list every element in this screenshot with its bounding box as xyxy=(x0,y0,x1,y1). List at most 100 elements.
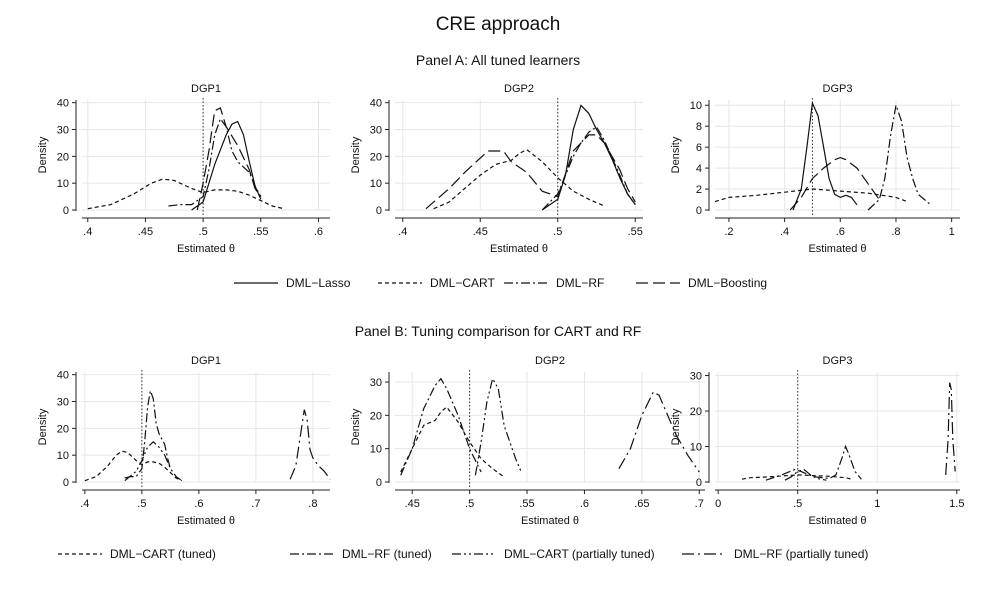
legend-label: DML−RF (tuned) xyxy=(342,547,432,561)
y-tick-label: 10 xyxy=(370,178,382,190)
series-line xyxy=(474,377,522,476)
y-tick-label: 10 xyxy=(690,442,702,454)
y-axis-label: Density xyxy=(350,136,362,173)
y-tick-label: 0 xyxy=(63,477,69,489)
y-tick-label: 0 xyxy=(63,205,69,217)
y-axis-label: Density xyxy=(670,408,682,445)
x-axis-label: Estimated θ xyxy=(490,243,548,255)
y-tick-label: 0 xyxy=(376,205,382,217)
x-tick-label: 1 xyxy=(949,226,955,238)
x-tick-label: .65 xyxy=(634,498,649,510)
y-tick-label: 6 xyxy=(696,142,702,154)
y-tick-label: 10 xyxy=(690,100,702,112)
x-tick-label: 1 xyxy=(874,498,880,510)
y-tick-label: 30 xyxy=(370,125,382,137)
y-tick-label: 40 xyxy=(57,98,69,110)
x-tick-label: .6 xyxy=(836,226,845,238)
y-tick-label: 20 xyxy=(690,406,702,418)
chart-a-dgp1: DGP1 0 10 20 30 40 .4 .45 .5 .55 .6 Density Estimate… xyxy=(37,83,330,255)
chart-title: DGP3 xyxy=(823,355,853,367)
x-tick-label: .6 xyxy=(580,498,589,510)
x-axis-label: Estimated θ xyxy=(521,515,579,527)
x-tick-label: .55 xyxy=(253,226,268,238)
x-tick-label: .4 xyxy=(83,226,92,238)
series-line xyxy=(124,388,171,479)
x-tick-label: .6 xyxy=(194,498,203,510)
series-line xyxy=(618,391,700,473)
y-axis-label: Density xyxy=(37,136,49,173)
chart-b-dgp2: DGP2 0 10 20 30 .45 .5 .55 .6 .65 .7 Density Estimat… xyxy=(350,355,705,527)
legend-label: DML−RF xyxy=(556,276,604,290)
series-line xyxy=(191,120,262,211)
y-tick-label: 2 xyxy=(696,184,702,196)
y-axis-label: Density xyxy=(350,408,362,445)
x-tick-label: 1.5 xyxy=(949,498,964,510)
y-tick-label: 0 xyxy=(696,477,702,489)
x-tick-label: .4 xyxy=(780,226,789,238)
x-tick-label: .4 xyxy=(398,226,407,238)
chart-b-dgp3: DGP3 0 10 20 30 0 .5 1 1.5 Density Estimated θ xyxy=(670,355,964,527)
x-tick-label: .8 xyxy=(891,226,900,238)
y-tick-label: 30 xyxy=(57,125,69,137)
y-tick-label: 20 xyxy=(370,410,382,422)
chart-title: DGP2 xyxy=(504,83,534,95)
x-tick-label: .5 xyxy=(553,226,562,238)
series-line xyxy=(945,382,956,475)
panel-b-title: Panel B: Tuning comparison for CART and … xyxy=(355,323,642,339)
legend-label: DML−CART (partially tuned) xyxy=(504,547,655,561)
y-axis-label: Density xyxy=(670,136,682,173)
y-tick-label: 30 xyxy=(57,397,69,409)
figure-title: CRE approach xyxy=(436,14,561,35)
x-tick-label: .5 xyxy=(137,498,146,510)
series-line xyxy=(196,107,262,211)
chart-title: DGP3 xyxy=(823,83,853,95)
x-tick-label: .55 xyxy=(628,226,643,238)
legend-label: DML−CART (tuned) xyxy=(110,547,216,561)
chart-title: DGP1 xyxy=(191,83,221,95)
x-tick-label: .45 xyxy=(473,226,488,238)
series-line xyxy=(765,444,862,481)
y-tick-label: 0 xyxy=(376,477,382,489)
y-tick-label: 20 xyxy=(57,151,69,163)
x-axis-label: Estimated θ xyxy=(808,243,866,255)
x-tick-label: .6 xyxy=(314,226,323,238)
series-line xyxy=(124,440,183,482)
y-tick-label: 20 xyxy=(370,151,382,163)
y-tick-label: 40 xyxy=(57,370,69,382)
y-tick-label: 8 xyxy=(696,121,702,133)
x-tick-label: .8 xyxy=(308,498,317,510)
series-line xyxy=(789,156,880,211)
x-tick-label: .7 xyxy=(695,498,704,510)
y-tick-label: 10 xyxy=(57,178,69,190)
x-axis-label: Estimated θ xyxy=(177,515,235,527)
series-line xyxy=(433,148,605,210)
legend-label: DML−CART xyxy=(430,276,495,290)
x-tick-label: .45 xyxy=(138,226,153,238)
y-axis-label: Density xyxy=(37,408,49,445)
x-tick-label: .7 xyxy=(251,498,260,510)
chart-a-dgp2: DGP2 0 10 20 30 40 .4 .45 .5 .55 Density Estimated … xyxy=(350,83,643,255)
x-tick-label: .45 xyxy=(405,498,420,510)
x-tick-label: .55 xyxy=(519,498,534,510)
chart-title: DGP2 xyxy=(535,355,565,367)
x-axis-label: Estimated θ xyxy=(808,515,866,527)
panel-b-legend: DML−CART (tuned) DML−RF (tuned) DML−CART (… xyxy=(58,547,868,561)
series-line xyxy=(541,104,636,211)
y-tick-label: 30 xyxy=(690,371,702,383)
x-tick-label: .5 xyxy=(793,498,802,510)
y-tick-label: 20 xyxy=(57,423,69,435)
series-line xyxy=(541,125,636,211)
charts-group: DGP1010203040.4.45.5.55.6DensityEstimate… xyxy=(37,83,964,527)
series-line xyxy=(792,100,858,211)
y-tick-label: 40 xyxy=(370,98,382,110)
series-line xyxy=(714,188,908,203)
series-line xyxy=(289,409,331,480)
y-tick-label: 10 xyxy=(57,450,69,462)
y-tick-label: 0 xyxy=(696,205,702,217)
legend-label: DML−Boosting xyxy=(688,276,767,290)
series-line xyxy=(867,102,930,211)
series-line xyxy=(425,134,636,210)
y-tick-label: 4 xyxy=(696,163,702,175)
series-line xyxy=(784,468,827,481)
